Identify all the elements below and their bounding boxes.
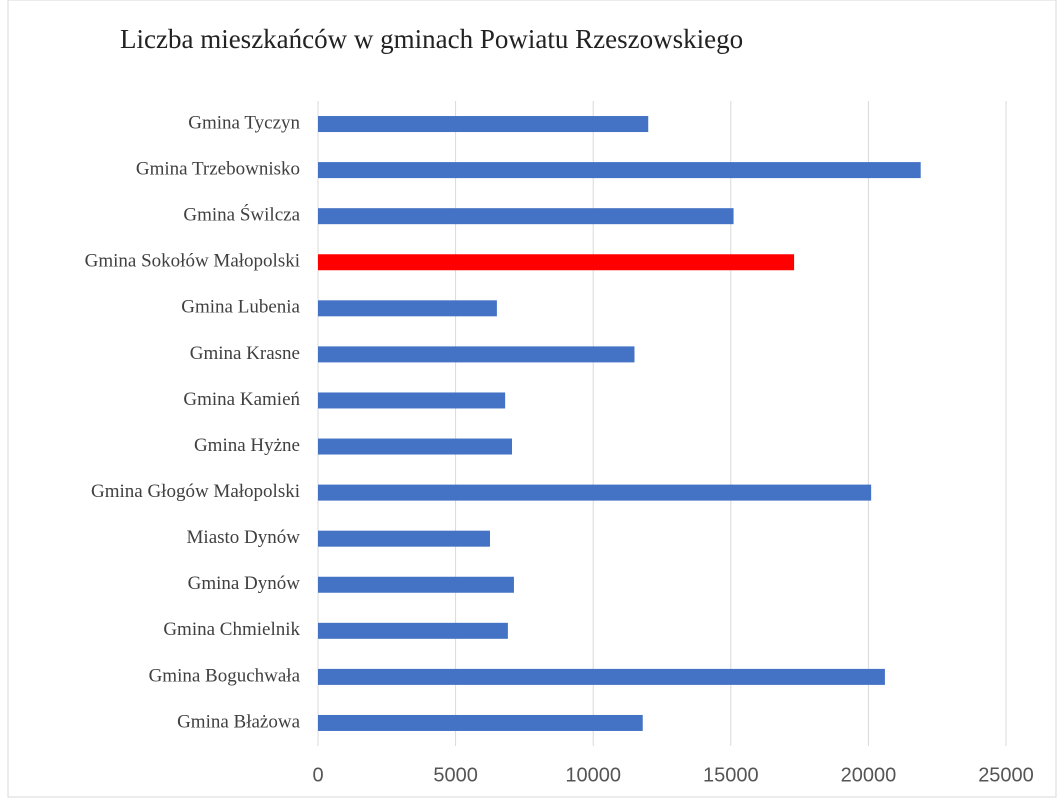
y-tick-label: Gmina Lubenia xyxy=(181,297,300,318)
x-tick-label: 15000 xyxy=(703,764,759,786)
bar xyxy=(318,714,643,731)
bar xyxy=(318,576,514,593)
bar xyxy=(318,392,506,409)
bar xyxy=(318,208,734,225)
y-tick-label: Miasto Dynów xyxy=(187,527,301,548)
y-tick-label: Gmina Sokołów Małopolski xyxy=(85,251,300,272)
bar xyxy=(318,668,885,685)
y-tick-label: Gmina Świlcza xyxy=(183,204,300,226)
bar xyxy=(318,346,635,363)
bar xyxy=(318,254,795,271)
y-tick-label: Gmina Chmielnik xyxy=(163,619,300,640)
bar xyxy=(318,484,872,501)
y-tick-label: Gmina Kamień xyxy=(183,389,300,410)
y-tick-label: Gmina Boguchwała xyxy=(149,665,301,686)
x-tick-label: 5000 xyxy=(433,764,478,786)
y-tick-label: Gmina Tyczyn xyxy=(188,112,300,133)
bar xyxy=(318,622,508,639)
x-tick-label: 10000 xyxy=(565,764,621,786)
x-tick-label: 0 xyxy=(312,764,323,786)
bar xyxy=(318,300,497,317)
bar xyxy=(318,162,921,179)
y-tick-label: Gmina Głogów Małopolski xyxy=(91,481,300,502)
chart-title: Liczba mieszkańców w gminach Powiatu Rze… xyxy=(120,24,743,54)
y-tick-label: Gmina Trzebownisko xyxy=(136,158,300,179)
x-tick-label: 20000 xyxy=(841,764,897,786)
y-tick-label: Gmina Krasne xyxy=(190,343,300,364)
bar xyxy=(318,438,513,455)
y-tick-label: Gmina Hyżne xyxy=(194,435,300,456)
bar xyxy=(318,530,490,547)
chart-border xyxy=(7,0,1057,798)
y-tick-label: Gmina Dynów xyxy=(188,573,301,594)
x-tick-label: 25000 xyxy=(978,764,1034,786)
bar xyxy=(318,116,649,133)
y-tick-label: Gmina Błażowa xyxy=(177,711,301,732)
